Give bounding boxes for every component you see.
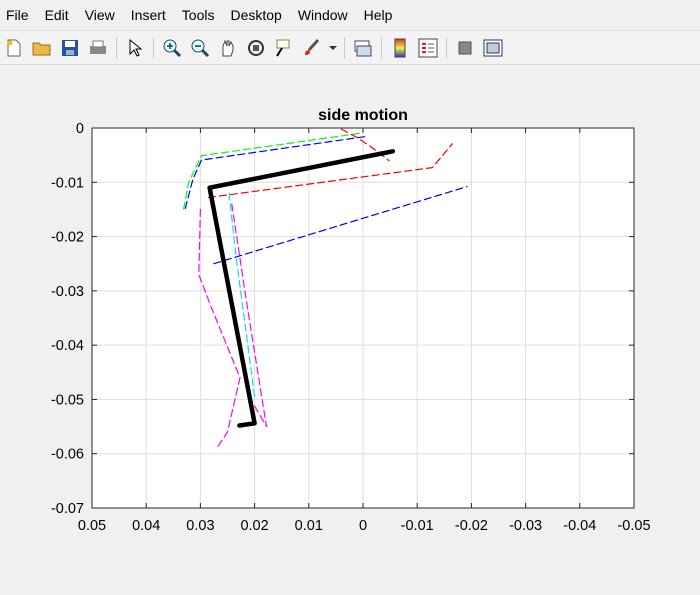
y-tick-label: -0.07	[51, 501, 84, 517]
new-file-icon[interactable]	[2, 36, 26, 60]
series-line-1	[184, 136, 366, 210]
show-plot-tools-icon[interactable]	[481, 36, 505, 60]
zoom-in-icon[interactable]	[160, 36, 184, 60]
x-tick-label: 0.01	[295, 518, 323, 534]
menu-bar: File Edit View Insert Tools Desktop Wind…	[0, 0, 700, 30]
series-line-4	[213, 186, 468, 265]
x-tick-label: 0	[359, 518, 367, 534]
toolbar-separator	[344, 36, 345, 59]
x-tick-label: -0.01	[401, 518, 434, 534]
x-tick-label: -0.04	[563, 518, 596, 534]
link-plot-icon[interactable]	[351, 36, 375, 60]
menu-insert[interactable]: Insert	[130, 7, 166, 23]
pointer-icon[interactable]	[123, 36, 147, 60]
series-line-3	[207, 143, 453, 199]
x-tick-label: -0.02	[455, 518, 488, 534]
legend-icon[interactable]	[416, 36, 440, 60]
open-folder-icon[interactable]	[30, 36, 54, 60]
menu-help[interactable]: Help	[363, 7, 393, 23]
series-line-7	[198, 208, 241, 449]
series-line-0	[182, 132, 360, 213]
x-tick-label: 0.05	[78, 518, 106, 534]
print-icon[interactable]	[86, 36, 110, 60]
x-tick-label: 0.04	[132, 518, 160, 534]
axes-frame	[91, 127, 635, 509]
menu-view[interactable]: View	[84, 7, 115, 23]
menu-edit[interactable]: Edit	[44, 7, 69, 23]
y-tick-label: -0.06	[51, 447, 84, 463]
x-tick-label: -0.05	[617, 518, 650, 534]
y-tick-label: -0.05	[51, 392, 84, 408]
x-tick-label: -0.03	[509, 518, 542, 534]
series-line-5	[228, 192, 256, 398]
zoom-out-icon[interactable]	[188, 36, 212, 60]
y-tick-label: -0.01	[51, 175, 84, 191]
toolbar-separator	[116, 36, 117, 59]
pan-icon[interactable]	[216, 36, 240, 60]
toolbar	[0, 30, 700, 65]
rotate-3d-icon[interactable]	[244, 36, 268, 60]
y-tick-label: -0.04	[51, 338, 84, 354]
menu-tools[interactable]: Tools	[181, 7, 215, 23]
data-cursor-icon[interactable]	[272, 36, 296, 60]
menu-window[interactable]: Window	[297, 7, 348, 23]
colorbar-icon[interactable]	[388, 36, 412, 60]
x-tick-label: 0.03	[186, 518, 214, 534]
menu-desktop[interactable]: Desktop	[230, 7, 282, 23]
toolbar-separator	[381, 36, 382, 59]
brush-icon[interactable]	[300, 36, 324, 60]
x-tick-label: 0.02	[240, 518, 268, 534]
y-tick-label: -0.03	[51, 284, 84, 300]
y-tick-label: -0.02	[51, 230, 84, 246]
toolbar-separator	[446, 36, 447, 59]
brush-dropdown-icon[interactable]	[328, 36, 338, 60]
y-tick-label: 0	[76, 121, 84, 137]
toolbar-separator	[153, 36, 154, 59]
save-icon[interactable]	[58, 36, 82, 60]
hide-plot-tools-icon[interactable]	[453, 36, 477, 60]
series-line-6	[231, 203, 268, 428]
menu-file[interactable]: File	[6, 7, 29, 23]
chart-title: side motion	[318, 107, 408, 124]
series-line-8	[207, 149, 396, 428]
